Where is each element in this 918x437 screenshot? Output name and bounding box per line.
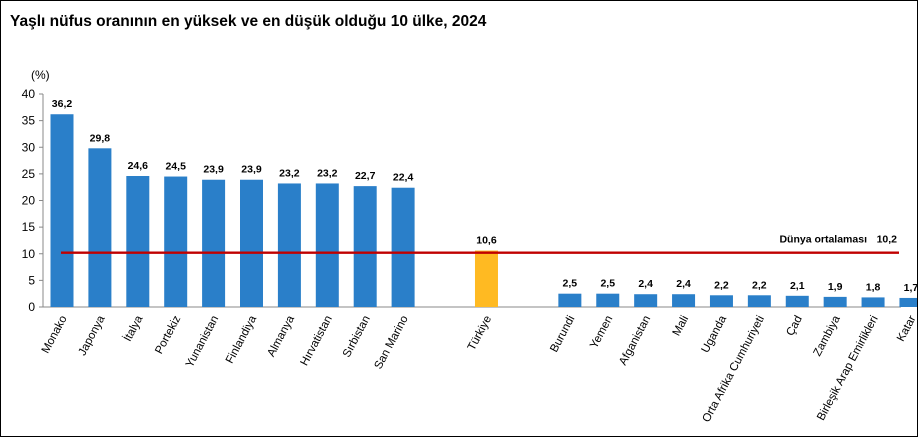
category-label: Monako: [40, 314, 70, 356]
category-label: Mali: [671, 314, 691, 338]
category-label: Çad: [784, 314, 805, 338]
bar-2: [88, 148, 112, 307]
value-label: 29,8: [90, 132, 111, 144]
value-label: 1,7: [904, 282, 917, 294]
category-label: Sırbistan: [341, 314, 373, 360]
y-tick-label: 25: [22, 167, 36, 181]
chart-title: Yaşlı nüfus oranının en yüksek ve en düş…: [10, 13, 487, 30]
value-label: 23,2: [317, 167, 338, 179]
category-label: Yunanistan: [184, 314, 221, 370]
bar-1: [50, 114, 74, 307]
value-label: 23,9: [241, 164, 262, 176]
value-label: 22,7: [355, 170, 376, 182]
y-tick-label: 20: [22, 194, 36, 208]
world-average-label: Dünya ortalaması: [779, 234, 867, 246]
bar-11: [474, 250, 498, 307]
bar-3: [126, 176, 150, 307]
value-label: 24,5: [165, 161, 186, 173]
value-label: 23,2: [279, 167, 300, 179]
bar-10: [391, 187, 415, 307]
bar-20: [861, 297, 885, 307]
category-label: Afganistan: [617, 314, 653, 368]
category-label: Zambiya: [812, 313, 844, 358]
value-label: 22,4: [393, 172, 414, 184]
value-label: 1,8: [866, 281, 881, 293]
value-label: 36,2: [52, 98, 73, 110]
y-tick-label: 40: [22, 87, 36, 101]
bar-15: [672, 294, 696, 307]
bar-17: [747, 295, 771, 307]
bar-13: [596, 293, 620, 307]
bar-12: [558, 293, 582, 307]
category-label: Burundi: [548, 314, 577, 355]
y-tick-label: 5: [28, 273, 35, 287]
category-label: Türkiye: [466, 314, 494, 353]
value-label: 2,2: [752, 279, 767, 291]
value-label: 2,5: [563, 278, 578, 290]
bar-16: [709, 295, 733, 307]
y-axis-unit-label: (%): [31, 68, 50, 82]
category-label: Japonya: [77, 313, 108, 358]
y-tick-label: 35: [22, 114, 36, 128]
bar-8: [315, 183, 339, 307]
bar-6: [240, 179, 263, 307]
y-tick-label: 0: [28, 300, 35, 314]
value-label: 2,2: [714, 279, 729, 291]
value-label: 24,6: [128, 160, 149, 172]
category-label: Uganda: [700, 313, 730, 355]
category-label: Finlandiya: [224, 313, 259, 365]
value-label: 23,9: [203, 164, 224, 176]
bar-14: [634, 294, 658, 307]
bar-4: [164, 176, 188, 307]
category-label: San Marino: [373, 314, 411, 372]
value-label: 2,1: [790, 280, 805, 292]
value-label: 2,5: [600, 278, 615, 290]
category-label: İtalya: [121, 313, 146, 344]
y-tick-label: 30: [22, 140, 36, 154]
category-label: Katar: [895, 314, 917, 344]
bar-9: [353, 186, 377, 307]
bar-18: [785, 295, 809, 307]
y-tick-label: 15: [22, 220, 36, 234]
category-label: Portekiz: [153, 314, 183, 357]
value-label: 1,9: [828, 281, 843, 293]
value-label: 2,4: [638, 278, 653, 290]
value-label: 2,4: [676, 278, 691, 290]
category-label: Hırvatistan: [299, 314, 335, 368]
bar-5: [202, 179, 226, 307]
y-tick-label: 10: [22, 247, 36, 261]
category-label: Yemen: [588, 314, 615, 351]
value-label: 10,6: [476, 235, 497, 247]
bar-21: [899, 297, 917, 307]
bar-19: [823, 296, 847, 307]
world-average-value: 10,2: [877, 234, 898, 246]
category-label: Almanya: [265, 313, 297, 359]
bar-7: [277, 183, 301, 307]
